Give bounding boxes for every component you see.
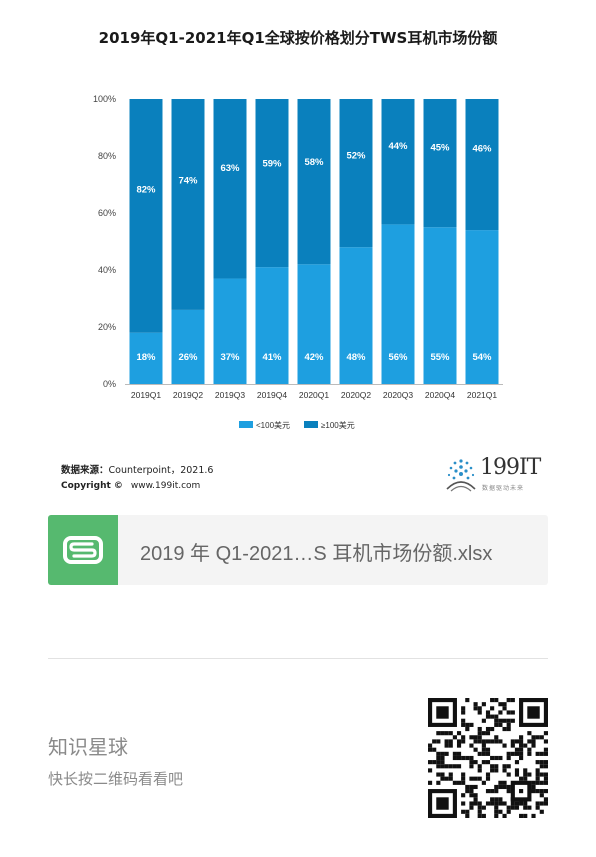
data-label: 26%: [178, 352, 198, 363]
data-label: 42%: [304, 352, 324, 363]
bar-segment-over-100: [381, 99, 415, 225]
copyright-label: Copyright ©: [61, 481, 123, 491]
y-tick-label: 40%: [98, 265, 116, 275]
data-label: 44%: [388, 141, 408, 152]
data-label: 37%: [220, 352, 240, 363]
bar-segment-over-100: [171, 99, 205, 310]
legend-label: ≥100美元: [321, 420, 355, 430]
bar-segment-under-100: [381, 224, 415, 384]
source-line: 数据来源：Counterpoint，2021.6: [61, 462, 213, 476]
data-label: 56%: [388, 352, 408, 363]
bar-segment-under-100: [297, 264, 331, 384]
x-tick-label: 2020Q4: [425, 390, 456, 400]
data-label: 55%: [430, 352, 450, 363]
data-label: 63%: [220, 163, 240, 174]
data-label: 58%: [304, 157, 324, 168]
data-label: 41%: [262, 352, 282, 363]
source-label: 数据来源：: [61, 465, 109, 476]
brand-name: 199IT: [480, 455, 541, 480]
bar-segment-over-100: [465, 99, 499, 231]
legend-swatch: [304, 421, 318, 428]
brand-logo-icon: [446, 459, 476, 492]
bar-segment-under-100: [339, 247, 373, 384]
x-tick-label: 2019Q2: [173, 390, 204, 400]
data-label: 82%: [136, 184, 156, 195]
chart-title: 2019年Q1-2021年Q1全球按价格划分TWS耳机市场份额: [98, 29, 498, 47]
x-tick-label: 2020Q1: [299, 390, 330, 400]
bar-segment-under-100: [171, 309, 205, 384]
file-name: 2019 年 Q1-2021…S 耳机市场份额.xlsx: [140, 543, 493, 565]
brand-tagline: 数据驱动未来: [482, 485, 525, 492]
source-value: Counterpoint，2021.6: [108, 465, 214, 476]
bar-segment-under-100: [213, 278, 247, 384]
y-tick-label: 20%: [98, 322, 116, 332]
promo-subtitle: 快长按二维码看看吧: [48, 770, 184, 788]
bar-segment-over-100: [339, 99, 373, 248]
x-tick-label: 2020Q3: [383, 390, 414, 400]
bar-segment-under-100: [255, 267, 289, 384]
legend-swatch: [239, 421, 253, 428]
bar-segment-over-100: [213, 99, 247, 279]
bar-segment-over-100: [423, 99, 457, 228]
copyright-line: Copyright © www.199it.com: [61, 481, 200, 491]
bar-segment-under-100: [465, 230, 499, 384]
x-tick-label: 2019Q4: [257, 390, 288, 400]
y-tick-label: 80%: [98, 151, 116, 161]
bar-segment-over-100: [255, 99, 289, 268]
spreadsheet-s-icon: [48, 515, 118, 585]
stacked-bar-chart: 0% 20% 40% 60% 80% 100% 18% 82% 2019Q1 26% 74% 2019…: [93, 94, 503, 430]
bar-segment-over-100: [129, 99, 163, 333]
divider: [48, 658, 548, 659]
x-tick-label: 2019Q3: [215, 390, 246, 400]
file-attachment-card[interactable]: 2019 年 Q1-2021…S 耳机市场份额.xlsx: [48, 515, 548, 585]
data-label: 18%: [136, 352, 156, 363]
data-label: 74%: [178, 175, 198, 186]
data-label: 52%: [346, 150, 366, 161]
y-tick-label: 60%: [98, 208, 116, 218]
data-label: 45%: [430, 142, 450, 153]
copyright-value: www.199it.com: [130, 481, 201, 491]
data-label: 48%: [346, 352, 366, 363]
qr-code-icon[interactable]: [428, 698, 548, 818]
bar-segment-under-100: [129, 332, 163, 384]
x-tick-label: 2019Q1: [131, 390, 162, 400]
data-label: 46%: [472, 143, 492, 154]
x-tick-label: 2021Q1: [467, 390, 498, 400]
legend-label: <100美元: [256, 420, 290, 430]
promo-title: 知识星球: [48, 735, 128, 759]
y-tick-label: 0%: [103, 379, 116, 389]
bar-segment-under-100: [423, 227, 457, 384]
bar-segment-over-100: [297, 99, 331, 265]
x-tick-label: 2020Q2: [341, 390, 372, 400]
y-tick-label: 100%: [93, 94, 116, 104]
data-label: 59%: [262, 158, 282, 169]
data-label: 54%: [472, 352, 492, 363]
